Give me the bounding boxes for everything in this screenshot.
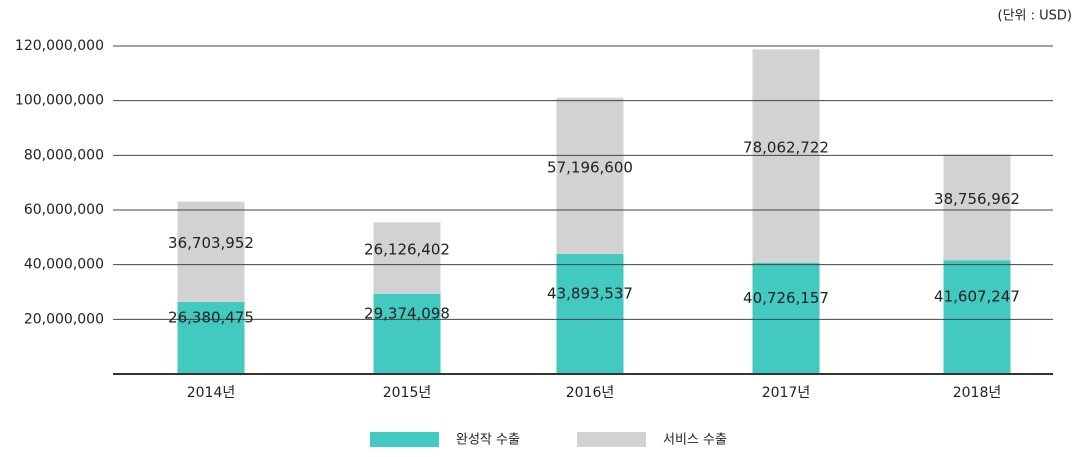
- value-label: 29,374,098: [364, 304, 450, 322]
- y-tick-label: 40,000,000: [24, 257, 104, 273]
- value-label: 40,726,157: [743, 289, 829, 307]
- bar-segment: [177, 301, 245, 374]
- unit-note: (단위 : USD): [998, 9, 1073, 24]
- legend-swatch: [577, 432, 646, 447]
- x-tick-label: 2014년: [187, 385, 236, 401]
- bar-segment: [177, 201, 245, 302]
- value-label: 38,756,962: [934, 190, 1020, 208]
- x-tick-label: 2017년: [762, 385, 811, 401]
- value-label: 43,893,537: [547, 285, 633, 303]
- x-tick-label: 2016년: [566, 385, 615, 401]
- legend-label: 완성작 수출: [456, 433, 520, 448]
- legend-label: 서비스 수출: [663, 433, 727, 448]
- x-tick-label: 2018년: [953, 385, 1002, 401]
- bar-segment: [943, 154, 1011, 261]
- y-tick-label: 120,000,000: [15, 38, 104, 54]
- bar-segment: [752, 262, 820, 374]
- y-tick-label: 20,000,000: [24, 311, 104, 327]
- y-tick-label: 60,000,000: [24, 202, 104, 218]
- bar-segment: [752, 49, 820, 263]
- value-label: 78,062,722: [743, 138, 829, 156]
- bar-segment: [556, 254, 624, 374]
- y-tick-label: 100,000,000: [15, 93, 104, 109]
- bar-segment: [556, 97, 624, 255]
- value-label: 57,196,600: [547, 158, 633, 176]
- x-tick-label: 2015년: [383, 385, 432, 401]
- bar-segment: [943, 260, 1011, 374]
- bar-segment: [373, 293, 441, 374]
- value-label: 36,703,952: [168, 234, 254, 252]
- value-label: 26,380,475: [168, 308, 254, 326]
- value-label: 41,607,247: [934, 288, 1020, 306]
- y-tick-label: 80,000,000: [24, 147, 104, 163]
- bar-segment: [373, 222, 441, 294]
- legend-swatch: [370, 432, 439, 447]
- value-label: 26,126,402: [364, 241, 450, 259]
